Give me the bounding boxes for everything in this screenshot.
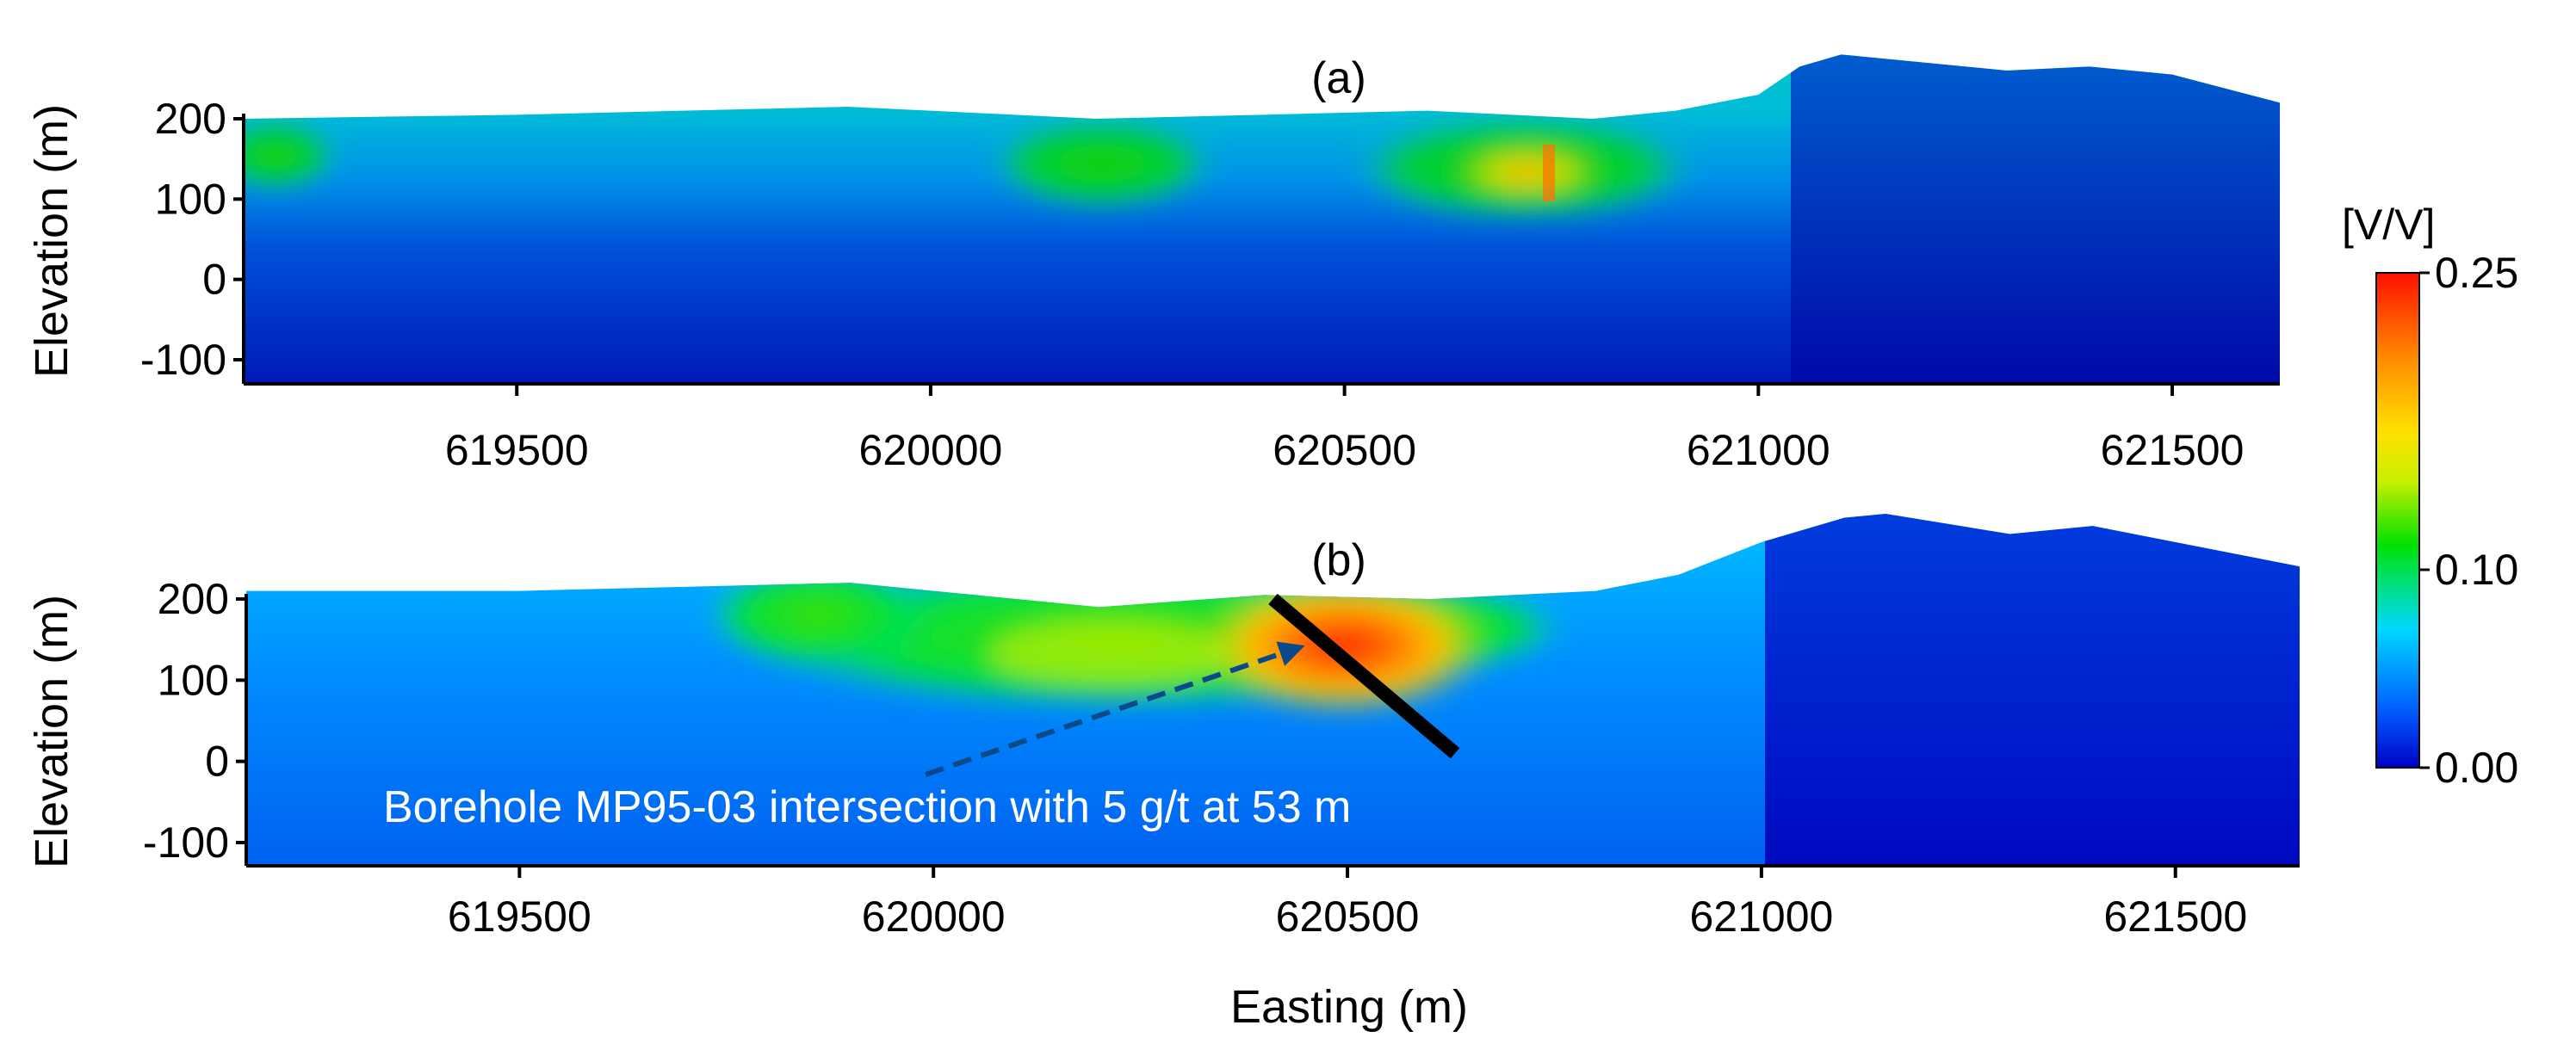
colorbar: [V/V] 0.25 0.10 0.00 [2342,201,2518,792]
y-tick-label: -100 [140,336,226,384]
x-tick-label: 619500 [448,892,591,941]
y-tick-label: -100 [143,818,229,867]
colorbar-tick-label: 0.25 [2435,249,2518,297]
y-tick-label: 0 [202,256,226,304]
panel-b: 200 100 0 -100 619500 620000 620500 621000 6215… [26,513,2300,1033]
y-tick-label: 200 [158,575,229,623]
y-tick-label: 0 [205,738,229,786]
annotation-arrow [925,641,1305,777]
section-b-heatmap [246,513,2300,866]
panel-a: 200 100 0 -100 619500 620000 620500 621000 6215… [26,53,2280,474]
y-tick-label: 100 [158,656,229,704]
colorbar-scale [2375,272,2420,769]
colorbar-title: [V/V] [2342,201,2435,249]
borehole-trace [1268,593,1460,759]
x-tick-label: 621500 [2103,892,2247,941]
x-tick-label: 621500 [2101,426,2245,474]
x-tick-label: 621000 [1689,892,1833,941]
x-tick-label: 621000 [1687,426,1830,474]
y-axis-label-a: Elevation (m) [26,104,77,378]
x-axis-label-b: Easting (m) [1230,981,1468,1033]
colorbar-tick-label: 0.00 [2435,744,2518,792]
y-tick-label: 100 [155,175,226,223]
panel-label-a: (a) [1311,53,1366,103]
x-tick-label: 620000 [859,426,1003,474]
section-a-heatmap [244,54,2280,384]
y-axis-label-b: Elevation (m) [26,595,77,868]
x-tick-label: 619500 [445,426,589,474]
panel-label-b: (b) [1311,535,1366,585]
x-tick-label: 620500 [1276,892,1420,941]
colorbar-tick-label: 0.10 [2435,546,2518,594]
y-tick-label: 200 [155,95,226,143]
x-tick-label: 620500 [1273,426,1416,474]
x-tick-label: 620000 [862,892,1006,941]
borehole-annotation: Borehole MP95-03 intersection with 5 g/t… [383,782,1351,832]
